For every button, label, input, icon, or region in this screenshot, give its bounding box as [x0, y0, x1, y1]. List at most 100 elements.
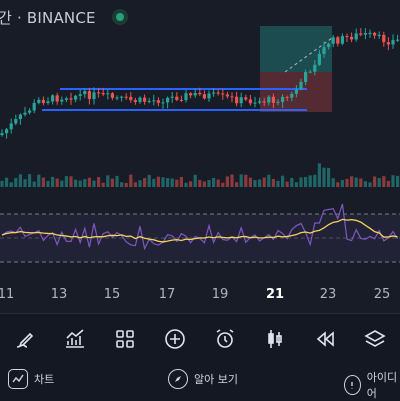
volume-bar — [0, 180, 4, 187]
alert-icon[interactable] — [210, 324, 240, 354]
candle-body — [368, 32, 372, 34]
position-profit-zone[interactable] — [260, 26, 332, 72]
volume-series — [0, 163, 400, 187]
candle-body — [354, 33, 358, 40]
candle-body — [276, 101, 280, 103]
candle-body — [322, 47, 326, 54]
volume-bar — [382, 176, 386, 187]
candle-body — [106, 93, 110, 95]
volume-bar — [51, 176, 55, 187]
candle-body — [313, 64, 317, 72]
volume-bar — [207, 180, 211, 187]
candle-body — [179, 99, 183, 101]
add-icon[interactable] — [160, 324, 190, 354]
rsi-ma-line — [1, 218, 398, 243]
candle-body — [14, 119, 18, 124]
volume-bar — [327, 167, 331, 187]
candle-body — [216, 92, 220, 94]
candle-body — [5, 129, 9, 134]
volume-bar — [294, 182, 298, 187]
volume-bar — [230, 174, 234, 187]
axis-label-highlight: 21 — [265, 287, 285, 302]
candle-body — [327, 43, 331, 48]
volume-bar — [271, 179, 275, 187]
candles-icon[interactable] — [260, 324, 290, 354]
nav-label-chart: 차트 — [34, 373, 55, 386]
volume-bar — [193, 174, 197, 187]
nav-item-chart[interactable]: 차트 — [8, 369, 54, 389]
volume-bar — [124, 182, 128, 187]
candle-body — [193, 92, 197, 96]
volume-bar — [83, 179, 87, 187]
chart-area[interactable]: 간 · BINANCE 11 13 15 17 19 21 23 25 — [0, 0, 400, 313]
volume-bar — [354, 177, 358, 187]
volume-bar — [221, 182, 225, 187]
volume-bar — [37, 174, 41, 187]
lightbulb-icon — [344, 375, 361, 395]
candle-body — [166, 97, 170, 103]
candle-body — [32, 102, 36, 111]
candle-body — [152, 100, 156, 102]
volume-bar — [69, 176, 73, 187]
volume-bar — [225, 176, 229, 187]
volume-bar — [299, 177, 303, 187]
volume-bar — [78, 180, 82, 187]
volume-bar — [345, 178, 349, 187]
candle-body — [317, 53, 321, 65]
candle-body — [147, 100, 151, 102]
candle-body — [156, 100, 160, 103]
price-chart[interactable] — [0, 0, 400, 313]
candle-body — [198, 92, 202, 95]
volume-bar — [23, 179, 27, 187]
pen-icon[interactable] — [10, 324, 40, 354]
volume-bar — [106, 175, 110, 187]
candle-body — [304, 72, 308, 82]
axis-label: 13 — [50, 287, 68, 302]
indicators-icon[interactable] — [60, 324, 90, 354]
volume-bar — [9, 182, 13, 187]
candle-body — [0, 133, 4, 135]
candle-body — [78, 94, 82, 96]
volume-bar — [285, 181, 289, 187]
candle-body — [64, 98, 68, 100]
nav-item-ideas[interactable]: 아이디어 — [344, 369, 400, 401]
symbol-header[interactable]: 간 · BINANCE — [0, 6, 128, 28]
volume-bar — [152, 178, 156, 187]
nav-label-ideas: 아이디어 — [366, 371, 398, 400]
candle-body — [202, 94, 206, 99]
time-axis[interactable]: 11 13 15 17 19 21 23 25 — [0, 287, 400, 307]
volume-bar — [304, 176, 308, 187]
candle-body — [184, 93, 188, 101]
layers-icon[interactable] — [360, 324, 390, 354]
candle-body — [294, 89, 298, 94]
candle-body — [331, 37, 335, 44]
candle-body — [207, 93, 211, 99]
layouts-icon[interactable] — [110, 324, 140, 354]
volume-bar — [184, 182, 188, 187]
volume-bar — [129, 174, 133, 187]
candle-body — [262, 101, 266, 103]
candle-body — [373, 32, 377, 36]
axis-label: 17 — [158, 287, 176, 302]
nav-label-explore: 알아 보기 — [194, 373, 238, 386]
volume-bar — [74, 179, 78, 187]
nav-item-explore[interactable]: 알아 보기 — [168, 369, 238, 389]
candle-body — [396, 39, 400, 41]
volume-bar — [115, 175, 119, 187]
volume-bar — [133, 182, 137, 187]
candle-body — [336, 37, 340, 44]
volume-bar — [166, 178, 170, 187]
candle-body — [55, 95, 59, 102]
compass-icon — [168, 369, 188, 389]
candle-body — [221, 93, 225, 95]
volume-bar — [5, 177, 9, 187]
replay-icon[interactable] — [310, 324, 340, 354]
volume-bar — [156, 176, 160, 187]
volume-bar — [101, 182, 105, 187]
rsi-series — [1, 203, 399, 251]
candle-body — [23, 112, 27, 115]
volume-bar — [267, 174, 271, 187]
axis-label: 25 — [373, 287, 391, 302]
volume-bar — [391, 175, 395, 187]
symbol-title[interactable]: 간 · BINANCE — [0, 8, 96, 27]
